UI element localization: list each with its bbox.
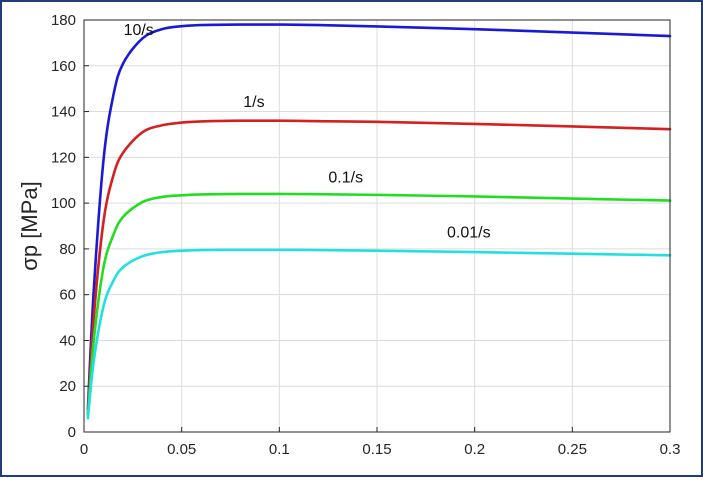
x-tick-label: 0.1 bbox=[269, 441, 290, 458]
series-layer bbox=[86, 23, 672, 420]
series-line-0-1-s bbox=[86, 192, 672, 418]
series-line-1-s bbox=[86, 119, 672, 415]
labels-layer: 0 0.05 0.1 0.15 0.2 0.25 0.3 0 20 40 60 80 100 120 140… bbox=[17, 12, 680, 458]
y-tick-label: 80 bbox=[59, 241, 76, 258]
series-annotation: 10/s bbox=[124, 22, 154, 39]
y-tick-label: 120 bbox=[51, 149, 76, 166]
y-axis-label: σp [MPa] bbox=[17, 181, 42, 270]
y-tick-label: 60 bbox=[59, 287, 76, 304]
x-tick-label: 0.3 bbox=[660, 441, 681, 458]
axes-layer bbox=[83, 19, 671, 433]
x-tick-label: 0.05 bbox=[167, 441, 196, 458]
y-tick-label: 100 bbox=[51, 195, 76, 212]
series-line-0-01-s bbox=[86, 248, 672, 420]
y-tick-label: 0 bbox=[68, 424, 76, 441]
series-annotation: 0.1/s bbox=[328, 170, 363, 187]
y-tick-label: 40 bbox=[59, 332, 76, 349]
y-tick-label: 180 bbox=[51, 12, 76, 29]
series-line-10-s bbox=[86, 23, 672, 411]
x-tick-label: 0.25 bbox=[558, 441, 587, 458]
y-tick-label: 140 bbox=[51, 104, 76, 121]
series-annotation: 1/s bbox=[243, 94, 264, 111]
x-tick-label: 0 bbox=[80, 441, 88, 458]
stress-rate-chart: 0 0.05 0.1 0.15 0.2 0.25 0.3 0 20 40 60 80 100 120 140… bbox=[17, 12, 680, 458]
x-tick-label: 0.15 bbox=[362, 441, 391, 458]
series-annotation: 0.01/s bbox=[447, 224, 491, 241]
y-tick-label: 160 bbox=[51, 58, 76, 75]
x-tick-label: 0.2 bbox=[464, 441, 485, 458]
y-tick-label: 20 bbox=[59, 378, 76, 395]
grid-layer bbox=[83, 19, 671, 433]
